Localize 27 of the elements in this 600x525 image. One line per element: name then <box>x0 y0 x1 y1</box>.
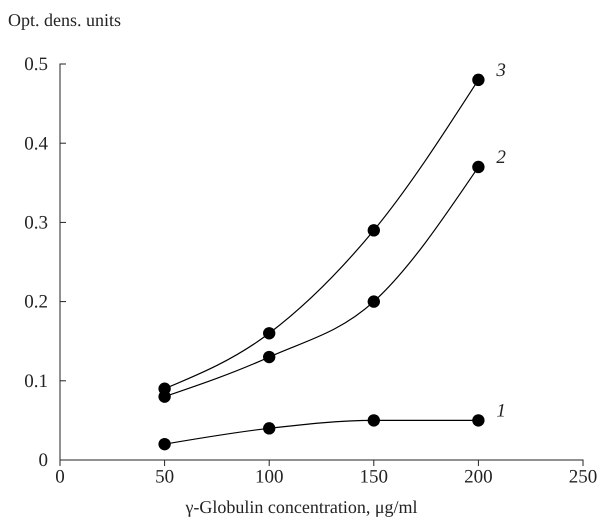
x-tick-label: 0 <box>55 466 65 488</box>
y-tick-label: 0.2 <box>24 292 48 313</box>
point <box>368 295 380 308</box>
y-tick-label: 0.1 <box>24 370 48 392</box>
point <box>472 414 485 427</box>
x-axis-title: γ-Globulin concentration, μg/ml <box>184 497 418 517</box>
point <box>263 422 276 434</box>
x-tick-label: 50 <box>155 466 174 488</box>
x-tick-label: 150 <box>360 466 388 488</box>
point <box>368 224 380 236</box>
y-tick-label: 0.4 <box>24 133 48 154</box>
series-label: 3 <box>495 60 506 81</box>
point <box>368 414 380 427</box>
y-tick-label: 0 <box>38 450 48 472</box>
point <box>263 327 276 340</box>
point <box>472 160 485 174</box>
series-label: 2 <box>496 146 506 168</box>
x-tick-label: 100 <box>254 466 284 488</box>
y-tick-label: 0.5 <box>24 54 48 76</box>
x-tick-label: 200 <box>464 466 493 488</box>
x-tick-label: 250 <box>568 466 598 488</box>
point <box>263 350 276 364</box>
point <box>472 74 485 86</box>
y-axis-title: Opt. dens. units <box>8 10 122 30</box>
series-label: 1 <box>496 400 506 422</box>
point <box>158 438 171 450</box>
y-tick-label: 0.3 <box>24 212 48 234</box>
